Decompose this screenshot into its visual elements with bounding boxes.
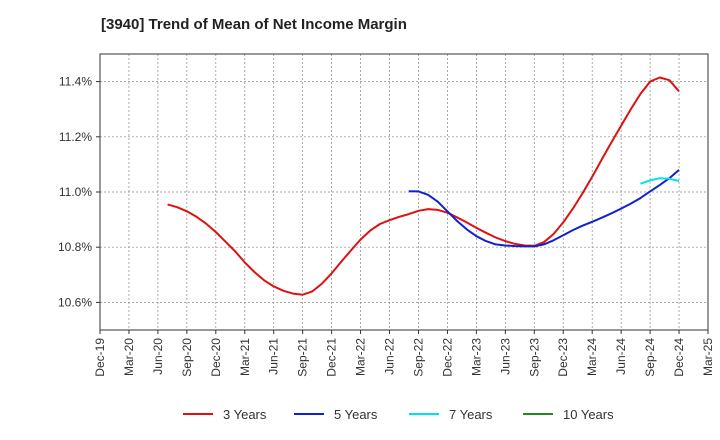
x-tick-label: Sep-21 [296,338,310,377]
chart-title: [3940] Trend of Mean of Net Income Margi… [101,16,407,33]
x-tick-label: Dec-22 [440,338,454,377]
legend-label-3-years: 3 Years [223,407,267,422]
x-tick-label: Sep-24 [643,338,657,377]
grid-lines [99,54,709,330]
x-tick-label: Mar-21 [238,338,252,376]
x-tick-label: Mar-20 [122,338,136,376]
x-tick-label: Jun-22 [383,338,397,375]
x-tick-label: Mar-24 [585,338,599,376]
y-axis-ticks: 10.6% 10.8% 11.0% 11.2% 11.4% [58,75,100,309]
y-tick-label: 11.4% [59,75,92,89]
x-tick-label: Dec-23 [556,338,570,377]
x-tick-label: Dec-24 [672,338,686,377]
legend-label-7-years: 7 Years [449,407,493,422]
x-tick-label: Sep-22 [411,338,425,377]
x-tick-label: Jun-21 [267,338,281,375]
x-tick-label: Dec-19 [93,338,107,377]
x-tick-label: Sep-23 [527,338,541,377]
x-tick-label: Sep-20 [180,338,194,377]
series-line-3-years [167,76,680,296]
x-axis-ticks: Dec-19 Mar-20 Jun-20 Sep-20 Dec-20 Mar-21 Jun-… [93,330,715,377]
y-tick-label: 11.2% [59,130,92,144]
x-tick-label: Jun-20 [151,338,165,375]
y-tick-label: 10.6% [58,295,92,309]
x-tick-label: Dec-20 [209,338,223,377]
legend: 3 Years 5 Years 7 Years 10 Years [183,407,614,422]
legend-label-5-years: 5 Years [334,407,378,422]
legend-label-10-years: 10 Years [563,407,614,422]
series-lines [167,76,680,296]
plot-area-border [99,53,709,331]
series-line-7-years [640,177,680,185]
x-tick-label: Mar-23 [469,338,483,376]
x-tick-label: Dec-21 [325,338,339,377]
x-tick-label: Jun-24 [614,338,628,375]
y-tick-label: 11.0% [59,185,92,199]
y-tick-label: 10.8% [58,240,92,254]
series-line-5-years [408,169,680,248]
x-tick-label: Mar-25 [701,338,715,376]
x-tick-label: Jun-23 [498,338,512,375]
x-tick-label: Mar-22 [354,338,368,376]
